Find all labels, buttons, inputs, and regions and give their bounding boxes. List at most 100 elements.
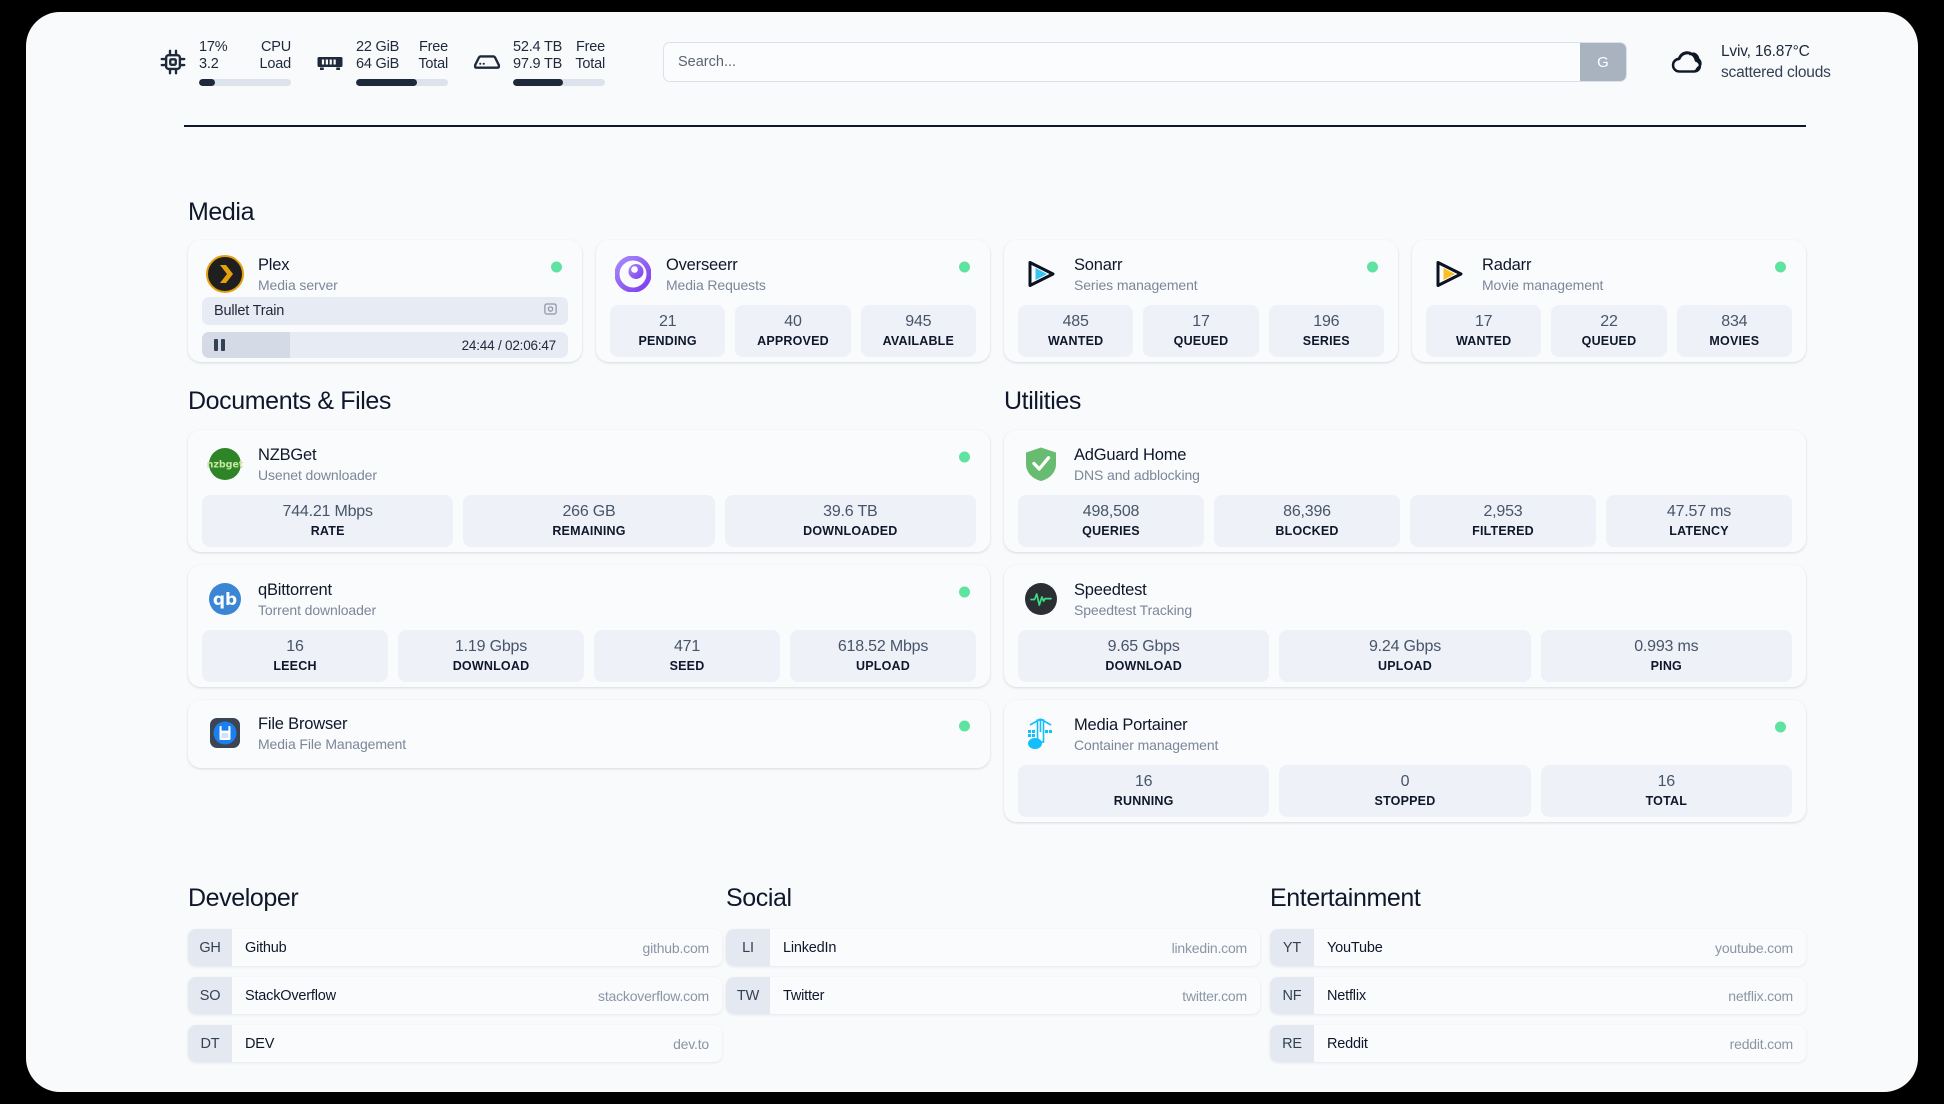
memory-free: 22 GiB [356,38,400,55]
stat-value: 17 [1474,313,1493,330]
playback-progress-bar[interactable]: 24:44 / 02:06:47 [202,332,568,358]
bookmark-item-linkedin[interactable]: LI LinkedIn linkedin.com [726,929,1260,966]
memory-label-bottom: Total [418,55,448,72]
stat-value: 945 [905,313,932,330]
service-card-nzbget[interactable]: nzbget NZBGet Usenet downloader 744.21 M… [188,430,990,552]
service-card-file-browser[interactable]: File Browser Media File Management [188,700,990,768]
now-playing-title-bar: Bullet Train [202,297,568,325]
stat-caption: APPROVED [757,334,829,348]
stat-caption: BLOCKED [1275,524,1339,538]
card-header: Sonarr Series management [1004,240,1398,293]
bookmark-url: reddit.com [1729,1035,1794,1052]
memory-total: 64 GiB [356,55,400,72]
stat-caption: WANTED [1455,334,1512,348]
service-card-sonarr[interactable]: Sonarr Series management 485 WANTED 17 Q… [1004,240,1398,362]
bookmark-item-stackoverflow[interactable]: SO StackOverflow stackoverflow.com [188,977,722,1014]
bookmark-item-reddit[interactable]: RE Reddit reddit.com [1270,1025,1806,1062]
weather-location-temp: Lviv, 16.87°C [1721,42,1810,60]
system-stats-group: 17% CPU 3.2 Load [158,39,605,86]
service-subtitle: Media Requests [666,276,766,293]
pause-icon[interactable] [214,339,225,351]
stat-value: 86,396 [1283,503,1331,520]
stat-item: 21 PENDING [610,305,726,357]
memory-stat: 22 GiB Free 64 GiB Total [315,39,448,86]
service-subtitle: Usenet downloader [258,466,377,483]
bookmark-url: linkedin.com [1171,939,1248,956]
card-header: Overseerr Media Requests [596,240,990,293]
stat-value: 47.57 ms [1666,503,1732,520]
service-card-plex[interactable]: Plex Media server Bullet Train 24:44 / 0… [188,240,582,362]
service-card-adguard-home[interactable]: AdGuard Home DNS and adblocking 498,508 … [1004,430,1806,552]
header-divider [184,125,1806,127]
service-subtitle: Torrent downloader [258,601,377,618]
section-title-media: Media [188,198,255,226]
stat-caption: QUEUED [1173,334,1229,348]
service-name: Media Portainer [1074,715,1188,734]
stat-item: 834 MOVIES [1676,305,1792,357]
stat-value: 618.52 Mbps [837,638,929,655]
service-subtitle: Media File Management [258,735,407,752]
stat-item: 945 AVAILABLE [860,305,976,357]
search-bar[interactable]: G [663,42,1627,82]
bookmark-abbr: DT [188,1025,232,1062]
stat-value: 834 [1721,313,1748,330]
stat-caption: STOPPED [1374,794,1436,808]
memory-label-top: Free [418,38,448,55]
disk-stat: 52.4 TB Free 97.9 TB Total [472,39,605,86]
service-name: AdGuard Home [1074,445,1187,464]
stat-item: 471 SEED [594,630,780,682]
stat-value: 16 [1657,773,1676,790]
stat-caption: REMAINING [552,524,626,538]
stat-item: 196 SERIES [1268,305,1384,357]
bookmark-list-developer: GH Github github.com SO StackOverflow st… [188,929,722,1073]
card-header: nzbget NZBGet Usenet downloader [188,430,990,483]
stat-item: 86,396 BLOCKED [1214,495,1400,547]
bookmark-name: Netflix [1327,987,1366,1004]
stat-caption: SEED [669,659,705,673]
stat-caption: FILTERED [1472,524,1534,538]
card-header: Plex Media server [188,240,582,293]
service-subtitle: Movie management [1482,276,1604,293]
bookmark-name: Twitter [783,987,825,1004]
service-stats: 744.21 Mbps RATE 266 GB REMAINING 39.6 T… [188,483,990,561]
bookmark-url: netflix.com [1728,987,1793,1004]
bookmark-abbr: YT [1270,929,1314,966]
cpu-load: 3.2 [199,55,219,72]
bookmark-item-youtube[interactable]: YT YouTube youtube.com [1270,929,1806,966]
cloud-icon [1667,45,1707,79]
stat-item: 47.57 ms LATENCY [1606,495,1792,547]
bookmark-item-github[interactable]: GH Github github.com [188,929,722,966]
bookmark-group-title-entertainment: Entertainment [1270,884,1421,912]
search-engine-button[interactable]: G [1580,43,1626,81]
bookmark-item-twitter[interactable]: TW Twitter twitter.com [726,977,1260,1014]
memory-usage-bar [356,78,448,86]
service-card-speedtest[interactable]: Speedtest Speedtest Tracking 9.65 Gbps D… [1004,565,1806,687]
stat-item: 17 QUEUED [1143,305,1259,357]
bookmark-item-netflix[interactable]: NF Netflix netflix.com [1270,977,1806,1014]
stat-value: 0.993 ms [1634,638,1699,655]
stat-value: 498,508 [1082,503,1140,520]
service-card-radarr[interactable]: Radarr Movie management 17 WANTED 22 QUE… [1412,240,1806,362]
cast-icon[interactable] [543,302,558,321]
cpu-label-top: CPU [260,38,291,55]
playback-time: 24:44 / 02:06:47 [461,337,557,353]
service-subtitle: Series management [1074,276,1198,293]
weather-widget: Lviv, 16.87°C scattered clouds [1667,43,1831,82]
stat-value: 40 [784,313,802,330]
portainer-icon [1022,715,1060,753]
bookmark-abbr: NF [1270,977,1314,1014]
service-card-overseerr[interactable]: Overseerr Media Requests 21 PENDING 40 A… [596,240,990,362]
bookmark-item-dev[interactable]: DT DEV dev.to [188,1025,722,1062]
bookmark-name: Github [245,939,287,956]
section-title-utilities: Utilities [1004,387,1081,415]
section-title-documents: Documents & Files [188,387,391,415]
stat-item: 618.52 Mbps UPLOAD [790,630,976,682]
service-card-qbittorrent[interactable]: qb qBittorrent Torrent downloader 16 LEE… [188,565,990,687]
service-name: Sonarr [1074,255,1123,274]
plex-now-playing: Bullet Train 24:44 / 02:06:47 [188,293,582,372]
service-card-media-portainer[interactable]: Media Portainer Container management 16 … [1004,700,1806,822]
stat-value: 196 [1313,313,1340,330]
search-input[interactable] [664,43,1580,81]
stat-caption: DOWNLOAD [452,659,530,673]
stat-item: 2,953 FILTERED [1410,495,1596,547]
